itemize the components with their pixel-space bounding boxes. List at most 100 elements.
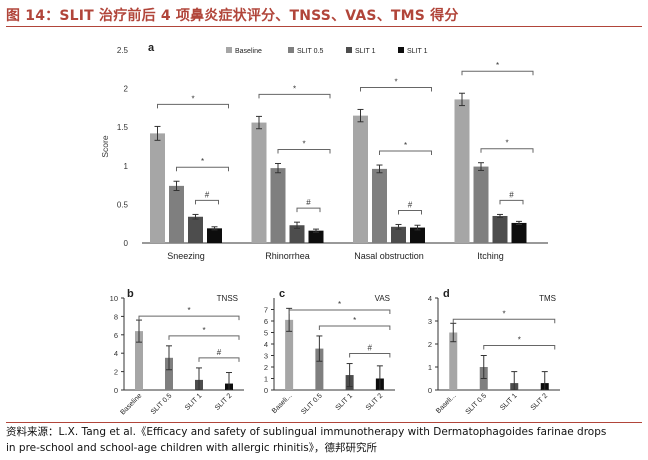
panel-b-category-label: SLIT 1 [184,392,204,412]
panel-c-category-label: SLIT 0.5 [300,392,324,416]
panel-a-bar [410,227,425,243]
panel-a-bracket-baseline [360,86,432,92]
panel-d-bracket-slit05-symbol: * [518,336,521,345]
source-line-1: 资料来源：L.X. Tang et al.《Efficacy and safet… [6,426,607,438]
panel-b-category-label: SLIT 0.5 [150,392,174,416]
panel-a-category-label: Sneezing [167,251,205,261]
panel-c-bracket-slit05 [318,325,391,330]
panel-a-bracket-slit05 [379,150,432,156]
panel-a-bracket-baseline-symbol: * [394,77,397,86]
panel-a-ytick-label: 2 [124,85,129,94]
panel-a-legend-label: Baseline [235,48,262,55]
panel-b-ytick-label: 8 [114,312,118,321]
panel-a-bracket-slit05-symbol: * [505,139,508,148]
panel-a-legend-label: SLIT 1 [407,48,428,55]
panel-a-bar [150,133,165,243]
panel-a-bar [207,228,222,243]
panel-a-bar [251,122,267,243]
panel-a-bracket-baseline-symbol: * [496,61,499,70]
source-note: 资料来源：L.X. Tang et al.《Efficacy and safet… [6,424,642,456]
panel-c-bracket-baseline-symbol: * [338,300,341,309]
panel-c-ytick-label: 1 [264,375,268,384]
panel-c-bar [285,319,294,390]
panel-a-bracket-baseline [258,93,331,99]
panel-a-legend-swatch [398,47,404,53]
panel-d-letter: d [443,288,450,300]
panel-a-legend-swatch [346,47,352,53]
panel-a-bar [511,222,527,243]
panel-b-bracket-slit05-symbol: * [202,326,205,335]
panel-b-category-label: Baseline [119,392,143,416]
panel-a-bar [353,115,368,243]
panel-a-legend-label: SLIT 0.5 [297,48,323,55]
panel-b-bracket-slit1-symbol: # [217,348,222,357]
panel-c-category-label: SLIT 1 [335,392,355,412]
panel-a-bracket-slit1 [398,209,422,215]
panel-c-bracket-slit1 [349,353,391,358]
panel-a-bracket-slit05-symbol: * [302,139,305,148]
panel-a-bar [169,185,184,243]
panel-a-legend-swatch [288,47,294,53]
panel-a-bracket-baseline [461,70,534,76]
panel-a-legend-swatch [226,47,232,53]
panel-a-bracket-slit1-symbol: # [205,190,210,199]
panel-a-ylabel: Score [100,135,110,157]
panel-a-bracket-slit05 [480,148,534,153]
panel-a-bar [308,230,324,243]
panel-b-bracket-baseline-symbol: * [187,306,190,315]
panel-d-category-label: SLIT 0.5 [465,392,489,416]
panel-d-ytick-label: 0 [428,386,432,395]
panel-b-letter: b [127,288,134,300]
source-line-2: in pre-school and school-age children wi… [6,442,378,454]
panel-c-bracket-slit05-symbol: * [353,316,356,325]
panel-a-ytick-label: 2.5 [117,46,129,55]
panel-a-bracket-slit05 [176,166,229,172]
panel-b-title-label: TNSS [217,294,238,303]
panel-a-category-label: Rhinorrhea [265,251,310,261]
panel-a-letter: a [148,42,155,54]
panel-c-category-label: SLIT 2 [365,392,385,412]
panel-a-bracket-baseline-symbol: * [293,84,296,93]
panel-d-category-label: SLIT 1 [499,392,519,412]
panel-a-ytick-label: 1 [124,162,129,171]
panel-d-category-label: Baseli... [435,392,458,415]
panel-d-ytick-label: 1 [428,363,432,372]
panel-b-category-label: SLIT 2 [214,392,234,412]
panel-a-bar [372,168,387,243]
panel-a-category-label: Itching [477,251,504,261]
panel-b-ytick-label: 4 [114,349,118,358]
panel-c-ytick-label: 6 [264,317,268,326]
panel-c-bracket-slit1-symbol: # [368,344,373,353]
panel-a-ytick-label: 0 [124,239,129,248]
figure-title: 图 14：SLIT 治疗前后 4 项鼻炎症状评分、TNSS、VAS、TMS 得分 [6,8,459,24]
panel-d-bracket-baseline [452,318,556,324]
panel-c-bar [315,348,324,390]
panel-b-ytick-label: 10 [110,294,118,303]
panel-a-legend-label: SLIT 1 [355,48,376,55]
panel-b-bracket-slit1 [198,357,240,362]
title-rule [6,26,642,27]
panel-d-ytick-label: 2 [428,340,432,349]
panel-c-category-label: Baseli... [271,392,294,415]
source-rule [6,422,642,423]
panel-b-ytick-label: 0 [114,386,118,395]
panel-a-bar [492,215,508,243]
panel-b-bracket-slit05 [168,335,240,340]
panel-a-category-label: Nasal obstruction [354,251,424,261]
panel-d-title-label: TMS [539,294,556,303]
panel-a-bracket-slit1-symbol: # [509,190,514,199]
panel-a-bracket-slit05 [277,148,331,154]
panel-a-ytick-label: 1.5 [117,123,129,132]
panel-a-bar [454,99,470,244]
panel-a-bar [391,226,406,243]
panel-d-bracket-baseline-symbol: * [502,309,505,318]
panel-a-ytick-label: 0.5 [117,200,129,209]
panel-c-letter: c [279,288,285,300]
panel-a-bracket-slit1-symbol: # [306,198,311,207]
panel-a-bracket-slit1 [296,207,321,213]
panel-a-bracket-slit05-symbol: * [404,141,407,150]
panel-b-ytick-label: 6 [114,331,118,340]
panel-c-ytick-label: 3 [264,352,268,361]
panel-a-bracket-baseline [157,103,229,109]
panel-a-bracket-slit1 [195,199,219,205]
